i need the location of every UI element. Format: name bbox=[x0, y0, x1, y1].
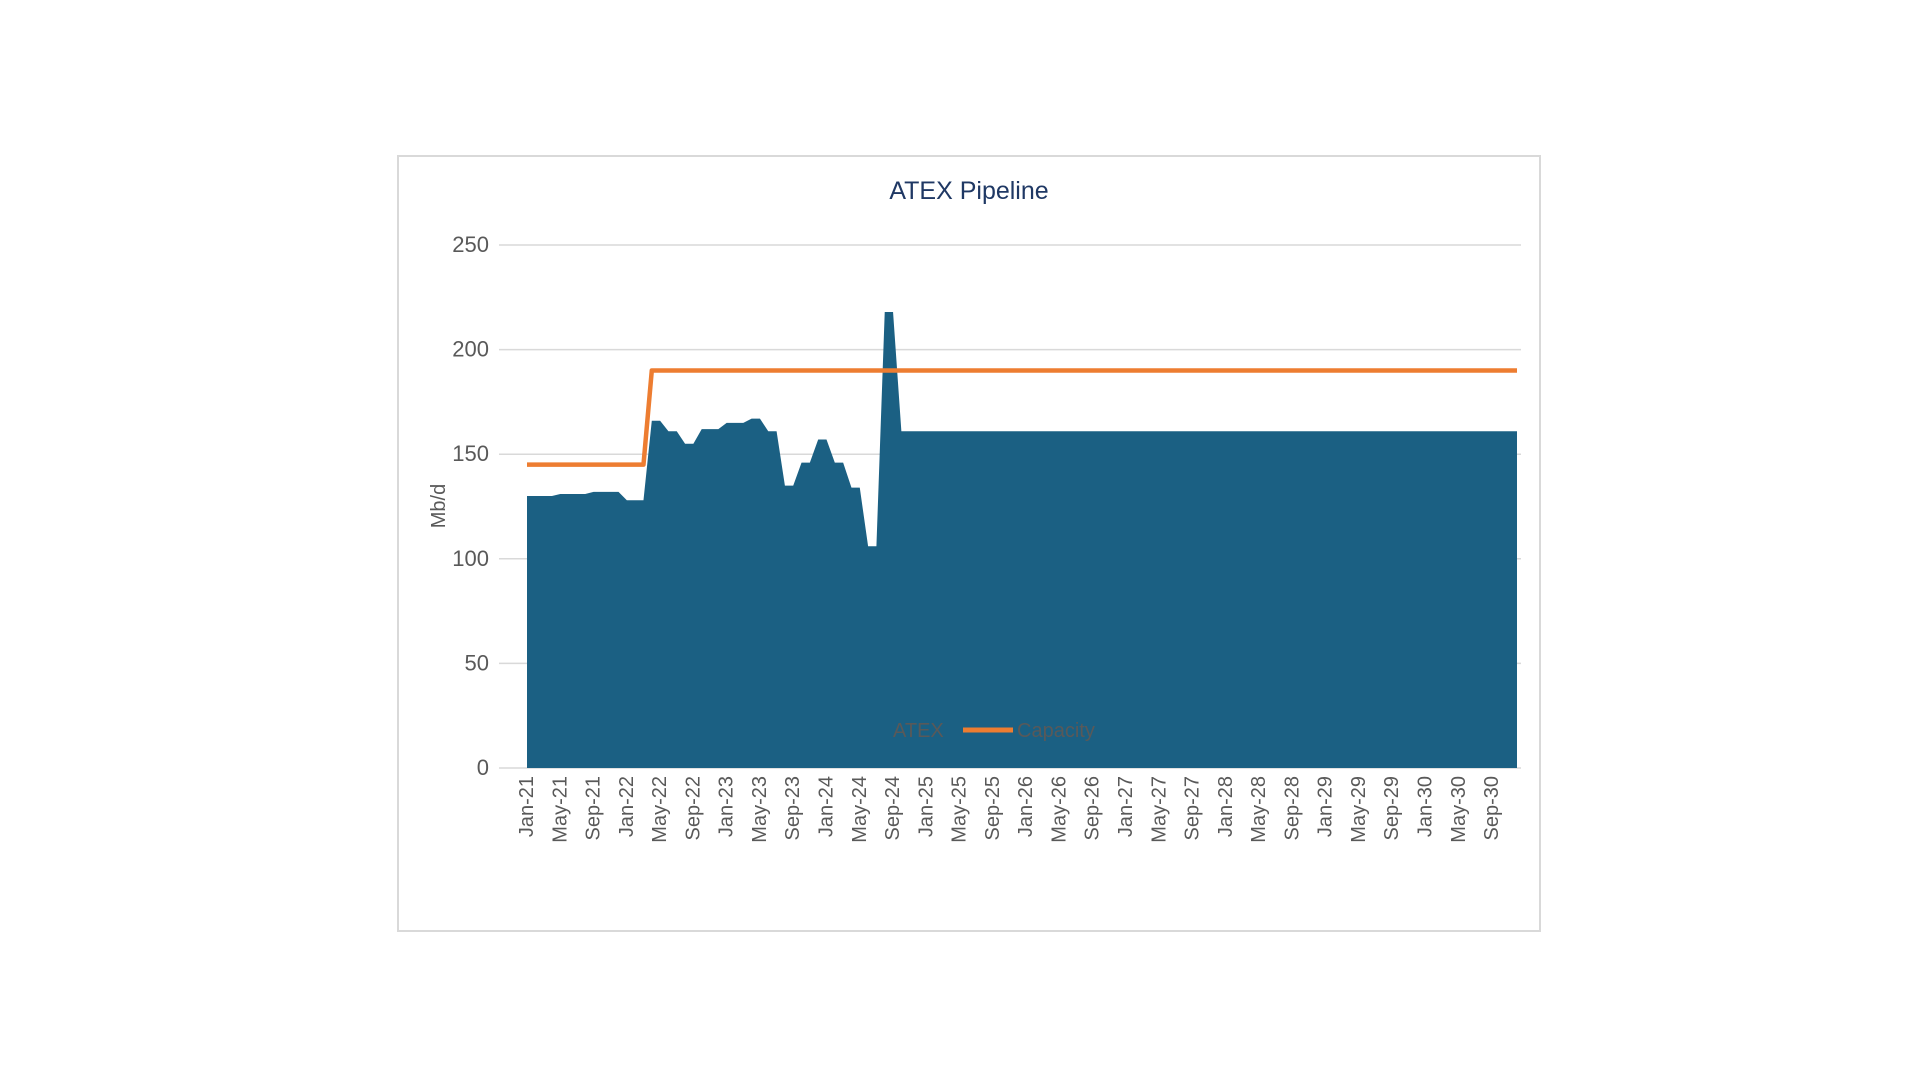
x-tick-label: Jan-27 bbox=[1115, 776, 1137, 837]
x-tick-label: May-24 bbox=[849, 776, 871, 843]
y-axis-label: Mb/d bbox=[428, 484, 450, 528]
legend: ATEX Capacity bbox=[841, 720, 1095, 742]
x-tick-label: Jan-22 bbox=[616, 776, 638, 837]
legend-label-capacity: Capacity bbox=[1017, 720, 1095, 742]
x-tick-label: Jan-29 bbox=[1315, 776, 1337, 837]
y-tick-label: 250 bbox=[452, 232, 489, 257]
y-tick-label: 50 bbox=[465, 650, 489, 675]
legend-swatch-atex bbox=[841, 723, 889, 737]
x-axis: Jan-21 May-21 Sep-21 Jan-22 May-22 Sep-22 Jan-… bbox=[516, 776, 1503, 843]
x-tick-label: May-21 bbox=[549, 776, 571, 843]
x-tick-label: May-27 bbox=[1148, 776, 1170, 843]
y-tick-label: 100 bbox=[452, 546, 489, 571]
legend-label-atex: ATEX bbox=[893, 720, 944, 742]
x-tick-label: Jan-28 bbox=[1215, 776, 1237, 837]
x-tick-label: May-23 bbox=[749, 776, 771, 843]
series-layer bbox=[527, 311, 1517, 768]
x-tick-label: Sep-23 bbox=[782, 776, 804, 841]
x-tick-label: Sep-22 bbox=[682, 776, 704, 841]
x-tick-label: Jan-30 bbox=[1414, 776, 1436, 837]
x-tick-label: Jan-24 bbox=[815, 776, 837, 837]
chart-canvas: 0 50 100 150 200 250 Jan-21 May-21 Sep-21 Jan-22… bbox=[428, 232, 1521, 843]
x-tick-label: Jan-23 bbox=[716, 776, 738, 837]
chart-title: ATEX Pipeline bbox=[889, 177, 1049, 205]
y-tick-label: 0 bbox=[477, 755, 489, 780]
y-axis: 0 50 100 150 200 250 bbox=[452, 232, 489, 780]
x-tick-label: May-30 bbox=[1448, 776, 1470, 843]
y-tick-label: 150 bbox=[452, 441, 489, 466]
x-tick-label: May-28 bbox=[1248, 776, 1270, 843]
x-tick-label: Jan-26 bbox=[1015, 776, 1037, 837]
x-tick-label: Sep-21 bbox=[583, 776, 605, 841]
chart-container: ATEX Pipeline 0 50 100 150 200 250 Jan-21 May-… bbox=[397, 155, 1541, 932]
x-tick-label: Sep-26 bbox=[1082, 776, 1104, 841]
x-tick-label: May-25 bbox=[949, 776, 971, 843]
series-line-capacity bbox=[527, 368, 1517, 467]
x-tick-label: Jan-21 bbox=[516, 776, 538, 837]
x-tick-label: May-29 bbox=[1348, 776, 1370, 843]
x-tick-label: May-22 bbox=[649, 776, 671, 843]
x-tick-label: Sep-29 bbox=[1381, 776, 1403, 841]
y-tick-label: 200 bbox=[452, 337, 489, 362]
x-tick-label: Jan-25 bbox=[915, 776, 937, 837]
series-area-atex bbox=[527, 311, 1517, 768]
x-tick-label: Sep-28 bbox=[1281, 776, 1303, 841]
x-tick-label: Sep-27 bbox=[1182, 776, 1204, 841]
x-tick-label: Sep-24 bbox=[882, 776, 904, 841]
x-tick-label: Sep-25 bbox=[982, 776, 1004, 841]
x-tick-label: May-26 bbox=[1048, 776, 1070, 843]
x-tick-label: Sep-30 bbox=[1481, 776, 1503, 841]
